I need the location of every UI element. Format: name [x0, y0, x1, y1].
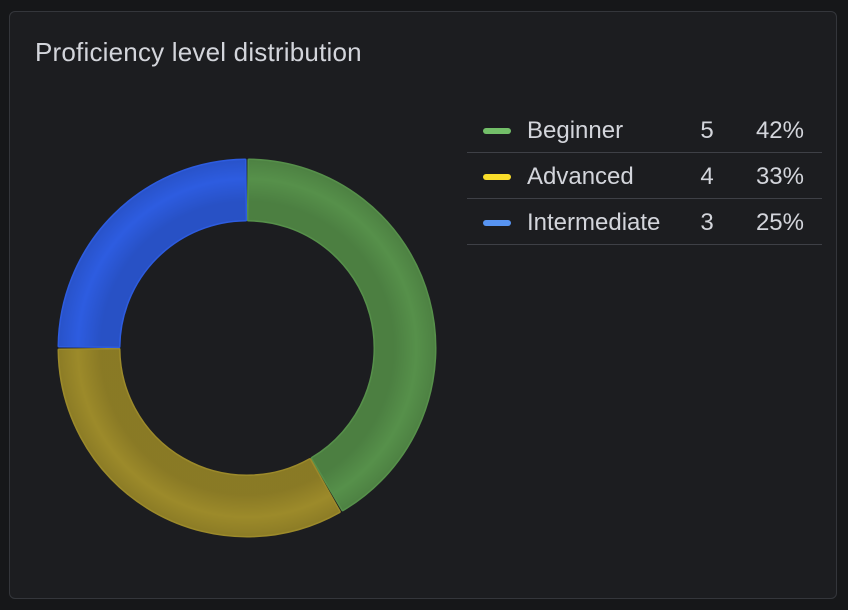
donut-chart — [57, 158, 437, 538]
legend-label: Advanced — [527, 163, 634, 190]
legend-percent: 42% — [755, 117, 804, 144]
chart-panel: Proficiency level distribution Beginner … — [9, 11, 837, 599]
legend-item-advanced[interactable]: Advanced 4 33% — [467, 153, 822, 199]
legend-percent: 25% — [755, 209, 804, 236]
legend-label: Beginner — [527, 117, 624, 144]
legend-item-beginner[interactable]: Beginner 5 42% — [467, 107, 822, 153]
donut-slice-shading — [59, 160, 246, 347]
legend-label: Intermediate — [527, 209, 661, 236]
legend-count: 5 — [700, 117, 714, 144]
donut-slice-shading — [248, 160, 435, 510]
legend-swatch — [483, 220, 511, 226]
legend: Beginner 5 42% Advanced 4 33% Intermedia… — [467, 107, 822, 245]
legend-count: 3 — [700, 209, 714, 236]
donut-slice-shading — [59, 349, 340, 537]
legend-item-intermediate[interactable]: Intermediate 3 25% — [467, 199, 822, 245]
legend-percent: 33% — [755, 163, 804, 190]
legend-count: 4 — [700, 163, 714, 190]
legend-swatch — [483, 174, 511, 180]
legend-swatch — [483, 128, 511, 134]
panel-title: Proficiency level distribution — [35, 37, 362, 67]
donut-slices — [57, 158, 437, 538]
